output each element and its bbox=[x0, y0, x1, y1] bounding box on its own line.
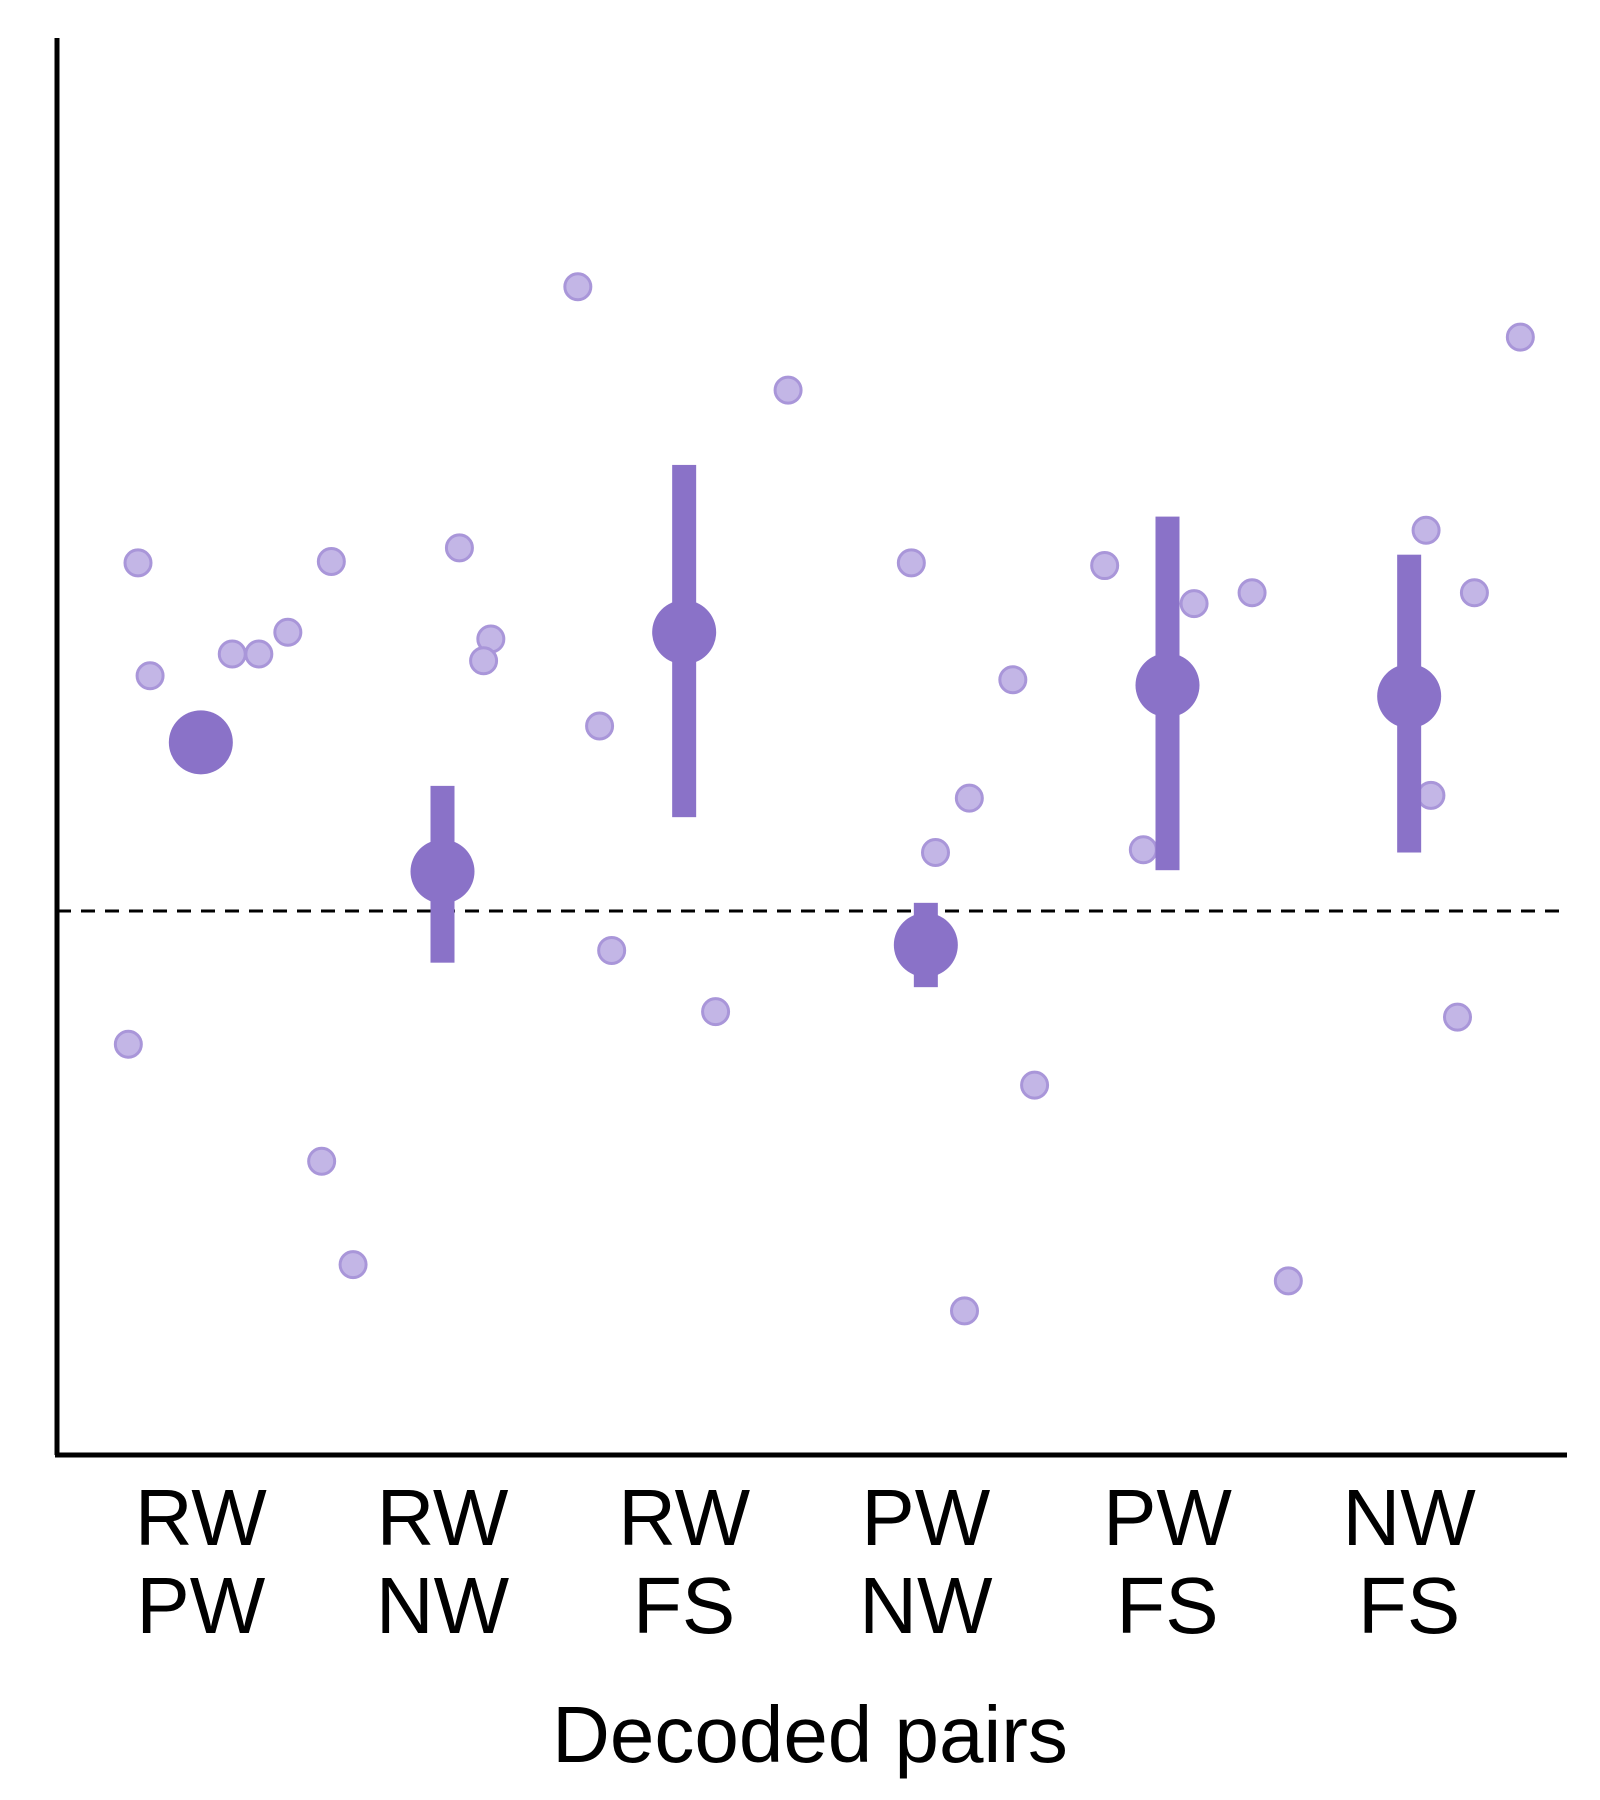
participant-point bbox=[244, 639, 274, 669]
participant-point bbox=[585, 711, 615, 741]
mean-point bbox=[1135, 653, 1200, 718]
participant-point bbox=[123, 548, 153, 578]
participant-point bbox=[896, 548, 926, 578]
participant-point bbox=[307, 1146, 337, 1176]
group-means bbox=[168, 464, 1442, 988]
x-tick-label: FS bbox=[1116, 1561, 1218, 1650]
x-tick-label: FS bbox=[633, 1561, 735, 1650]
mean-point bbox=[168, 710, 233, 775]
mean-point bbox=[893, 913, 958, 977]
participant-point bbox=[273, 617, 303, 647]
participant-point bbox=[597, 935, 627, 965]
participant-point bbox=[1237, 578, 1267, 608]
x-tick-label: RW bbox=[618, 1473, 750, 1562]
participant-point bbox=[773, 375, 803, 405]
participant-point bbox=[1273, 1266, 1303, 1296]
participant-point bbox=[701, 997, 731, 1027]
x-tick-label: PW bbox=[861, 1473, 990, 1562]
participant-point bbox=[316, 546, 346, 576]
x-axis-title: Decoded pairs bbox=[552, 1690, 1068, 1779]
participant-point bbox=[1179, 589, 1209, 619]
x-tick-label: FS bbox=[1358, 1561, 1460, 1650]
participant-point bbox=[217, 639, 247, 669]
participant-point bbox=[135, 661, 165, 691]
participant-point bbox=[1128, 835, 1158, 865]
participant-point bbox=[998, 665, 1028, 695]
participant-point bbox=[950, 1296, 979, 1326]
participant-point bbox=[113, 1029, 143, 1059]
individual-points bbox=[113, 272, 1535, 1326]
mean-point bbox=[1377, 664, 1442, 729]
participant-point bbox=[954, 783, 984, 813]
participant-point bbox=[1443, 1002, 1472, 1032]
participant-point bbox=[1416, 780, 1446, 810]
participant-point bbox=[1090, 551, 1120, 581]
x-tick-label: PW bbox=[1103, 1473, 1232, 1562]
x-tick-label: RW bbox=[135, 1473, 267, 1562]
x-tick-label: NW bbox=[859, 1561, 993, 1650]
participant-point bbox=[563, 272, 593, 302]
participant-point bbox=[921, 838, 950, 868]
participant-point bbox=[444, 533, 474, 563]
participant-point bbox=[469, 646, 499, 676]
participant-point bbox=[1411, 515, 1441, 545]
mean-point bbox=[652, 600, 717, 665]
x-tick-label: PW bbox=[136, 1561, 265, 1650]
x-tick-label: RW bbox=[377, 1473, 509, 1562]
participant-point bbox=[1505, 322, 1535, 352]
participant-point bbox=[338, 1250, 368, 1280]
x-tick-label: NW bbox=[376, 1561, 510, 1650]
participant-point bbox=[1459, 578, 1489, 608]
x-tick-label: NW bbox=[1343, 1473, 1477, 1562]
mean-point bbox=[410, 839, 475, 904]
participant-point bbox=[1020, 1070, 1050, 1100]
